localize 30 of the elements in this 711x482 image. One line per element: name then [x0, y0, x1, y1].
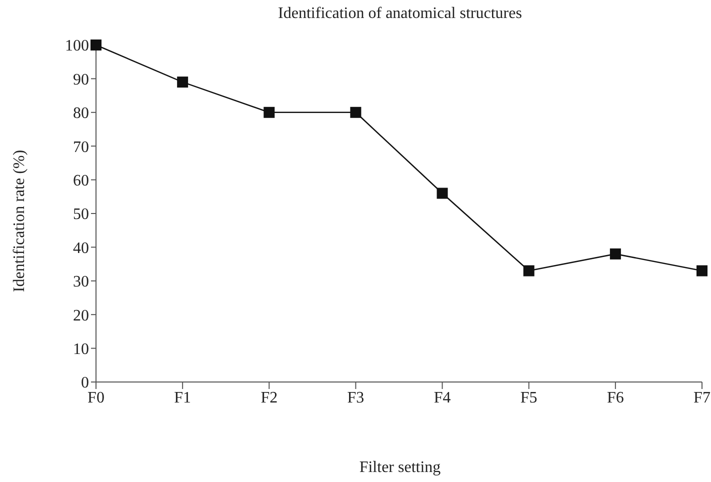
point	[90, 40, 102, 50]
x-tick-label: F1	[174, 389, 192, 406]
point	[177, 76, 188, 88]
y-tick-label: 0	[81, 374, 89, 392]
y-tick-label: 100	[65, 38, 89, 55]
point	[610, 248, 621, 260]
x-tick-label: F0	[88, 389, 104, 406]
point	[436, 188, 448, 199]
x-tick-label: F7	[694, 389, 710, 406]
y-tick-label: 50	[73, 206, 89, 224]
chart-title: Identification of anatomical structures	[278, 5, 522, 22]
y-tick-label: 10	[73, 340, 89, 358]
point	[264, 106, 275, 118]
y-axis-title: Identification rate (%)	[11, 150, 28, 292]
y-tick-label: 40	[73, 240, 89, 257]
x-axis-title: Filter setting	[359, 459, 441, 476]
x-tick-label: F4	[434, 389, 451, 406]
point	[523, 265, 534, 276]
y-tick-label: 70	[73, 138, 89, 156]
x-tick-label: F5	[520, 389, 538, 406]
y-tick-label: 60	[73, 172, 89, 190]
x-tick-label: F3	[347, 389, 364, 406]
point	[350, 106, 362, 118]
y-tick-label: 80	[73, 105, 89, 122]
point	[696, 265, 708, 276]
y-tick-label: 30	[73, 274, 89, 291]
y-tick-label: 90	[73, 71, 89, 88]
x-tick-label: F6	[606, 389, 624, 406]
x-tick-label: F2	[260, 389, 278, 406]
y-tick-label: 20	[73, 307, 89, 324]
